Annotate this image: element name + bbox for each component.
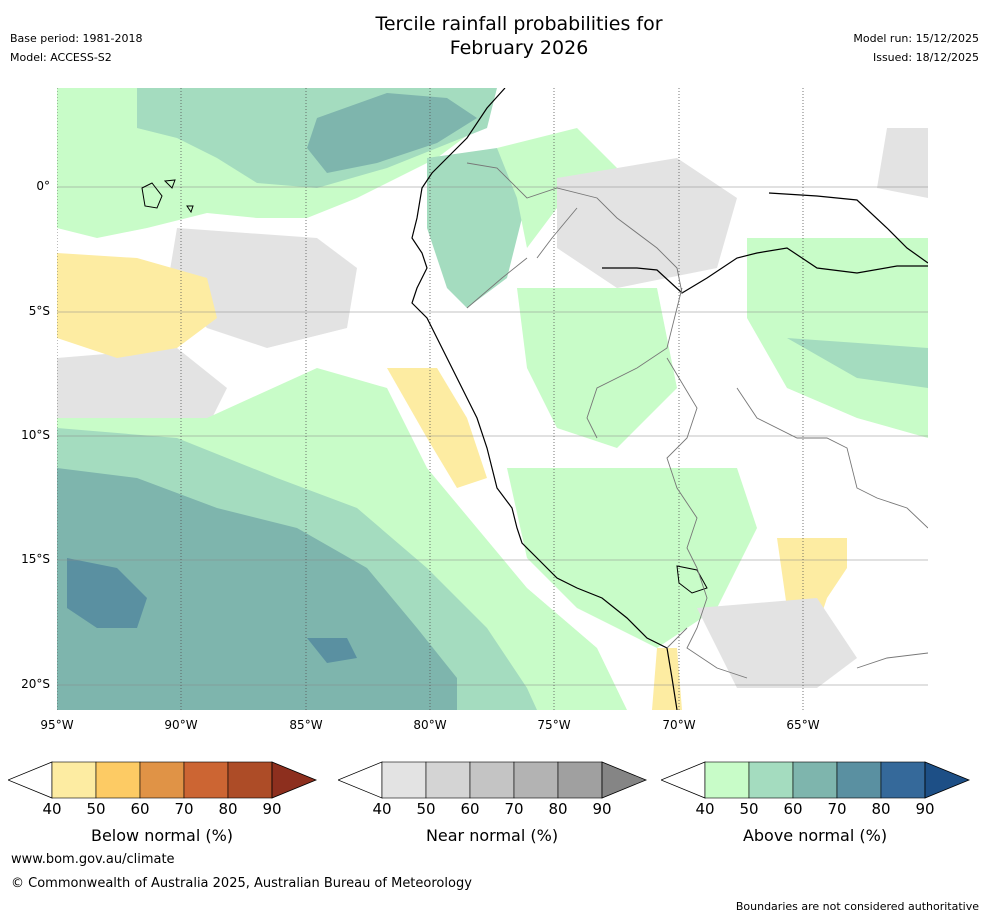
base-period: Base period: 1981-2018 <box>10 32 143 45</box>
lat-label-10s: 10°S <box>21 428 50 442</box>
lat-label-20s: 20°S <box>21 677 50 691</box>
colorbar-above-swatch-1 <box>704 761 750 799</box>
colorbar-below-arrow-right <box>271 761 318 799</box>
above-normal-region-east-light <box>747 238 928 438</box>
colorbar-above-swatch-2 <box>748 761 794 799</box>
below-tick-80: 80 <box>218 800 238 818</box>
footer-copyright: © Commonwealth of Australia 2025, Austra… <box>11 876 472 891</box>
colorbar-above-swatch-4 <box>836 761 882 799</box>
legend-near-normal: Near normal (%) <box>425 826 559 845</box>
coastline <box>411 88 678 710</box>
above-tick-70: 70 <box>827 800 847 818</box>
title-line-2: February 2026 <box>449 37 589 59</box>
colorbar-above-normal <box>661 761 971 799</box>
colorbar-below-swatch-5 <box>227 761 273 799</box>
near-normal-region-west <box>57 348 227 438</box>
below-normal-region-west <box>57 253 217 358</box>
gridlines <box>57 186 928 686</box>
near-tick-60: 60 <box>460 800 480 818</box>
near-tick-50: 50 <box>416 800 436 818</box>
lat-label-0: 0° <box>36 179 50 193</box>
above-normal-region-amazon <box>517 288 677 448</box>
lake-titicaca <box>676 565 708 594</box>
colorbar-above-swatch-5 <box>880 761 926 799</box>
above-tick-90: 90 <box>915 800 935 818</box>
map-canvas <box>57 88 928 710</box>
colorbar-near-swatch-5 <box>557 761 603 799</box>
below-normal-region-coast <box>387 368 487 488</box>
probability-map <box>57 88 928 710</box>
galapagos-islands <box>141 179 194 214</box>
colorbar-near-arrow-right <box>601 761 648 799</box>
below-tick-90: 90 <box>262 800 282 818</box>
near-tick-40: 40 <box>372 800 392 818</box>
chart-title: Tercile rainfall probabilities for Febru… <box>0 12 988 60</box>
above-normal-region-east-mid <box>787 338 928 388</box>
lon-label-75w: 75°W <box>537 718 571 732</box>
below-tick-40: 40 <box>42 800 62 818</box>
colorbar-near-normal <box>338 761 648 799</box>
above-normal-region-north-core <box>307 93 477 173</box>
footer-url: www.bom.gov.au/climate <box>11 852 175 867</box>
near-tick-90: 90 <box>592 800 612 818</box>
lon-label-85w: 85°W <box>289 718 323 732</box>
colorbar-below-swatch-1 <box>51 761 97 799</box>
lat-label-15s: 15°S <box>21 552 50 566</box>
colorbar-near-swatch-3 <box>469 761 515 799</box>
above-tick-80: 80 <box>871 800 891 818</box>
above-normal-region-ecuador <box>427 148 527 308</box>
above-tick-40: 40 <box>695 800 715 818</box>
colorbar-near-swatch-1 <box>381 761 427 799</box>
colorbar-near-swatch-4 <box>513 761 559 799</box>
below-tick-50: 50 <box>86 800 106 818</box>
lat-label-5s: 5°S <box>28 304 50 318</box>
model-name: Model: ACCESS-S2 <box>10 51 112 64</box>
country-borders <box>466 162 928 679</box>
above-tick-60: 60 <box>783 800 803 818</box>
legend-above-normal: Above normal (%) <box>742 826 888 845</box>
above-normal-region-south-core <box>57 468 457 710</box>
colorbar-below-swatch-2 <box>95 761 141 799</box>
model-run: Model run: 15/12/2025 <box>853 32 979 45</box>
colorbar-near-swatch-2 <box>425 761 471 799</box>
amazon-coast <box>602 192 928 294</box>
colorbar-near-arrow-left <box>338 761 383 799</box>
below-normal-region-chile <box>652 648 682 710</box>
above-tick-50: 50 <box>739 800 759 818</box>
colorbar-below-normal <box>8 761 318 799</box>
lon-label-95w: 95°W <box>40 718 74 732</box>
above-normal-region-bolivia <box>507 468 757 648</box>
above-normal-region-south-strong <box>67 558 147 628</box>
title-line-1: Tercile rainfall probabilities for <box>375 13 663 35</box>
below-tick-70: 70 <box>174 800 194 818</box>
near-normal-region-brazil <box>697 598 857 688</box>
near-normal-region-north-east <box>877 128 928 198</box>
colorbar-below-swatch-3 <box>139 761 185 799</box>
colorbar-above-arrow-left <box>661 761 706 799</box>
lon-label-70w: 70°W <box>662 718 696 732</box>
probability-fields <box>57 88 928 710</box>
issued-date: Issued: 18/12/2025 <box>872 51 979 64</box>
footer-disclaimer: Boundaries are not considered authoritat… <box>735 900 979 913</box>
lon-label-65w: 65°W <box>786 718 820 732</box>
legend-below-normal: Below normal (%) <box>90 826 234 845</box>
lon-label-90w: 90°W <box>164 718 198 732</box>
near-tick-70: 70 <box>504 800 524 818</box>
below-tick-60: 60 <box>130 800 150 818</box>
colorbar-below-swatch-4 <box>183 761 229 799</box>
lon-label-80w: 80°W <box>413 718 447 732</box>
colorbar-above-swatch-3 <box>792 761 838 799</box>
colorbar-above-arrow-right <box>924 761 971 799</box>
near-tick-80: 80 <box>548 800 568 818</box>
above-normal-region-south-strong-2 <box>307 638 357 663</box>
colorbar-below-arrow-left <box>8 761 53 799</box>
near-normal-region-east <box>557 158 737 288</box>
